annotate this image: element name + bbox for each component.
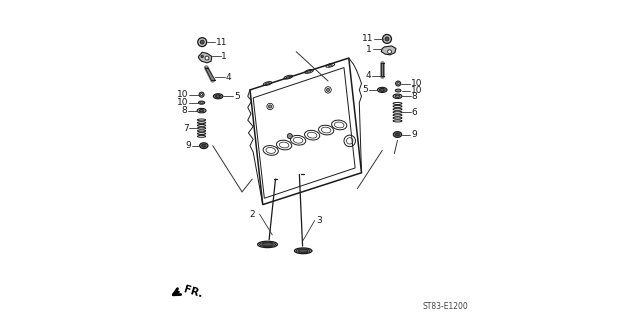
Text: 10: 10	[177, 98, 189, 107]
Circle shape	[388, 50, 392, 53]
Text: 2: 2	[249, 210, 255, 219]
Circle shape	[268, 105, 271, 108]
Circle shape	[396, 81, 401, 86]
Circle shape	[201, 94, 203, 96]
Text: 4: 4	[225, 73, 231, 82]
Text: 5: 5	[362, 85, 368, 94]
Ellipse shape	[199, 109, 204, 112]
Ellipse shape	[393, 94, 402, 99]
Text: 8: 8	[412, 92, 417, 101]
Ellipse shape	[394, 132, 402, 137]
Text: 3: 3	[316, 216, 322, 225]
Ellipse shape	[396, 89, 401, 92]
Circle shape	[201, 55, 203, 58]
Ellipse shape	[201, 144, 206, 147]
Text: 1: 1	[366, 44, 372, 54]
Text: ST83-E1200: ST83-E1200	[422, 302, 468, 311]
Circle shape	[381, 88, 384, 92]
Text: 7: 7	[183, 124, 189, 132]
Text: 10: 10	[411, 86, 422, 95]
Text: 5: 5	[234, 92, 240, 101]
Polygon shape	[382, 46, 396, 55]
Ellipse shape	[259, 242, 275, 247]
Circle shape	[197, 38, 206, 47]
Circle shape	[383, 35, 392, 44]
Ellipse shape	[395, 95, 400, 97]
Text: 4: 4	[366, 71, 371, 80]
Ellipse shape	[266, 83, 269, 84]
Circle shape	[199, 92, 204, 97]
Ellipse shape	[286, 76, 290, 78]
Polygon shape	[198, 52, 211, 63]
Circle shape	[205, 56, 209, 60]
Ellipse shape	[197, 108, 206, 113]
Ellipse shape	[200, 102, 203, 103]
Circle shape	[217, 95, 220, 98]
Ellipse shape	[298, 249, 308, 252]
Ellipse shape	[380, 88, 385, 91]
Ellipse shape	[198, 101, 204, 104]
Ellipse shape	[215, 95, 221, 98]
Ellipse shape	[213, 94, 223, 99]
Text: 10: 10	[411, 79, 422, 88]
Text: 1: 1	[221, 52, 227, 61]
Ellipse shape	[199, 143, 208, 148]
Text: 11: 11	[361, 35, 373, 44]
Circle shape	[396, 133, 399, 136]
Ellipse shape	[296, 249, 310, 253]
Text: 6: 6	[412, 108, 417, 117]
Text: 9: 9	[185, 141, 191, 150]
Ellipse shape	[294, 248, 312, 254]
Ellipse shape	[257, 241, 277, 248]
Text: 8: 8	[182, 106, 187, 115]
Circle shape	[385, 37, 389, 41]
Circle shape	[287, 133, 292, 139]
Text: 10: 10	[177, 90, 189, 99]
Text: 11: 11	[215, 38, 227, 47]
Text: FR.: FR.	[182, 284, 204, 300]
Circle shape	[397, 83, 399, 84]
Ellipse shape	[307, 70, 311, 72]
Ellipse shape	[201, 110, 203, 111]
Circle shape	[327, 88, 330, 92]
Circle shape	[200, 40, 204, 44]
Text: 9: 9	[411, 130, 417, 139]
Circle shape	[203, 144, 205, 147]
Ellipse shape	[328, 64, 333, 66]
Ellipse shape	[262, 243, 273, 246]
Ellipse shape	[396, 133, 400, 136]
Ellipse shape	[378, 87, 387, 92]
